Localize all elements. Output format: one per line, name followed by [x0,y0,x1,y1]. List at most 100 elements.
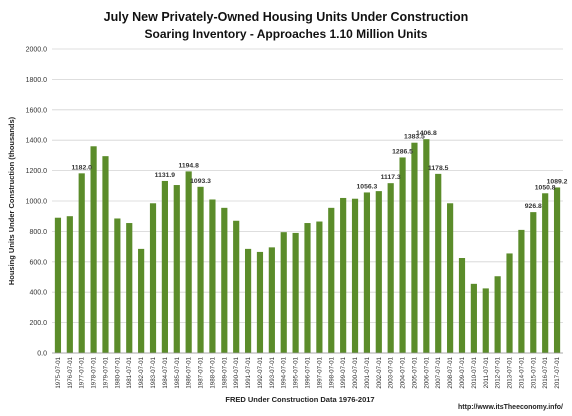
bar-data-label: 1406.8 [416,130,437,137]
x-tick-label: 1992-07-01 [257,356,264,388]
bar [542,193,549,353]
x-tick-label: 2010-07-01 [471,356,478,388]
x-tick-label: 2004-07-01 [400,356,407,388]
x-tick-label: 1998-07-01 [328,356,335,388]
x-tick-label: 1984-07-01 [162,356,169,388]
chart-subtitle: Soaring Inventory - Approaches 1.10 Mill… [145,27,428,41]
x-tick-label: 1995-07-01 [293,356,300,388]
bar [470,283,477,353]
x-tick-label: 2014-07-01 [518,356,525,388]
x-tick-label: 2003-07-01 [388,356,395,388]
bar [423,139,430,353]
x-tick-label: 2008-07-01 [447,356,454,388]
x-tick-label: 1988-07-01 [209,356,216,388]
x-tick-label: 1982-07-01 [138,356,145,388]
y-axis-label: Housing Units Under Construction (thousa… [7,116,16,285]
x-tick-label: 1987-07-01 [198,356,205,388]
x-tick-label: 1996-07-01 [305,356,312,388]
source-url: http://www.itsTheeconomy.info/ [458,404,563,411]
x-tick-label: 1986-07-01 [186,356,193,388]
bar [161,180,168,353]
bar-data-label: 1117.3 [381,174,401,181]
y-tick-label: 200.0 [29,320,47,327]
x-tick-label: 2009-07-01 [459,356,466,388]
y-tick-label: 1000.0 [26,199,48,206]
x-tick-label: 2015-07-01 [530,356,537,388]
bar [506,253,513,353]
bar [399,157,406,353]
bar [185,171,192,353]
bar [66,216,73,353]
x-tick-label: 1979-07-01 [102,356,109,388]
bar [328,207,335,353]
x-tick-label: 1997-07-01 [316,356,323,388]
bar-data-label: 1383.5 [404,134,425,141]
y-tick-label: 2000.0 [26,47,48,54]
bar [54,217,62,353]
x-tick-label: 1994-07-01 [281,356,288,388]
y-tick-label: 1200.0 [26,168,48,175]
y-axis-ticks: 0.0 200.0 400.0 600.0 800.0 1000.0 1200.0 1400.… [26,47,48,358]
x-tick-label: 1981-07-01 [126,356,133,388]
bar [221,207,228,353]
bar [518,229,525,353]
x-tick-label: 1978-07-01 [91,356,98,388]
bar-data-label: 926.8 [525,203,542,210]
y-tick-label: 600.0 [29,259,47,266]
x-tick-label: 2017-07-01 [554,356,561,388]
bar [482,288,489,353]
bar [375,191,382,353]
bar-data-label: 1093.3 [190,178,211,185]
x-tick-label: 1991-07-01 [245,356,252,388]
bar-data-label: 1194.8 [178,162,199,169]
x-tick-label: 1976-07-01 [67,356,74,388]
bar [173,185,180,353]
bar [90,146,97,353]
x-tick-label: 1999-07-01 [340,356,347,388]
bars [54,139,561,353]
bar [78,173,85,353]
x-tick-label: 1977-07-01 [79,356,86,388]
x-tick-label: 1975-07-01 [55,356,62,388]
bar [256,251,264,353]
bar [138,248,145,353]
bar [197,186,204,353]
bar [411,142,418,353]
x-tick-label: 2012-07-01 [495,356,502,388]
x-tick-label: 1993-07-01 [269,356,276,388]
bar [351,198,359,353]
bar [292,232,299,353]
x-tick-label: 1985-07-01 [174,356,181,388]
y-tick-label: 1800.0 [26,77,48,84]
bar [458,258,466,353]
bar [494,276,501,353]
y-tick-label: 0.0 [37,351,47,358]
x-tick-label: 2005-07-01 [411,356,418,388]
x-axis-ticks: 1975-07-01 1976-07-01 1977-07-01 1978-07-01… [55,356,561,388]
bar [316,221,323,353]
x-tick-label: 1990-07-01 [233,356,240,388]
x-tick-label: 2011-07-01 [483,356,490,388]
x-tick-label: 2013-07-01 [507,356,514,388]
bar [280,232,287,353]
y-tick-label: 800.0 [29,229,47,236]
bar [244,248,252,353]
bar [387,183,394,353]
x-tick-label: 2006-07-01 [423,356,430,388]
x-tick-label: 1983-07-01 [150,356,157,388]
bar [102,156,109,353]
bar-data-label: 1178.5 [428,165,449,172]
bar [268,247,275,353]
x-tick-label: 2001-07-01 [364,356,371,388]
bar-data-label: 1050.8 [535,184,556,191]
bar-data-label: 1131.9 [155,172,176,179]
y-tick-label: 400.0 [29,290,47,297]
x-axis-label: FRED Under Construction Data 1976-2017 [225,395,374,404]
bar [209,199,216,353]
bar-data-label: 1089.2 [547,178,568,185]
bar [304,223,311,353]
x-tick-label: 2007-07-01 [435,356,442,388]
